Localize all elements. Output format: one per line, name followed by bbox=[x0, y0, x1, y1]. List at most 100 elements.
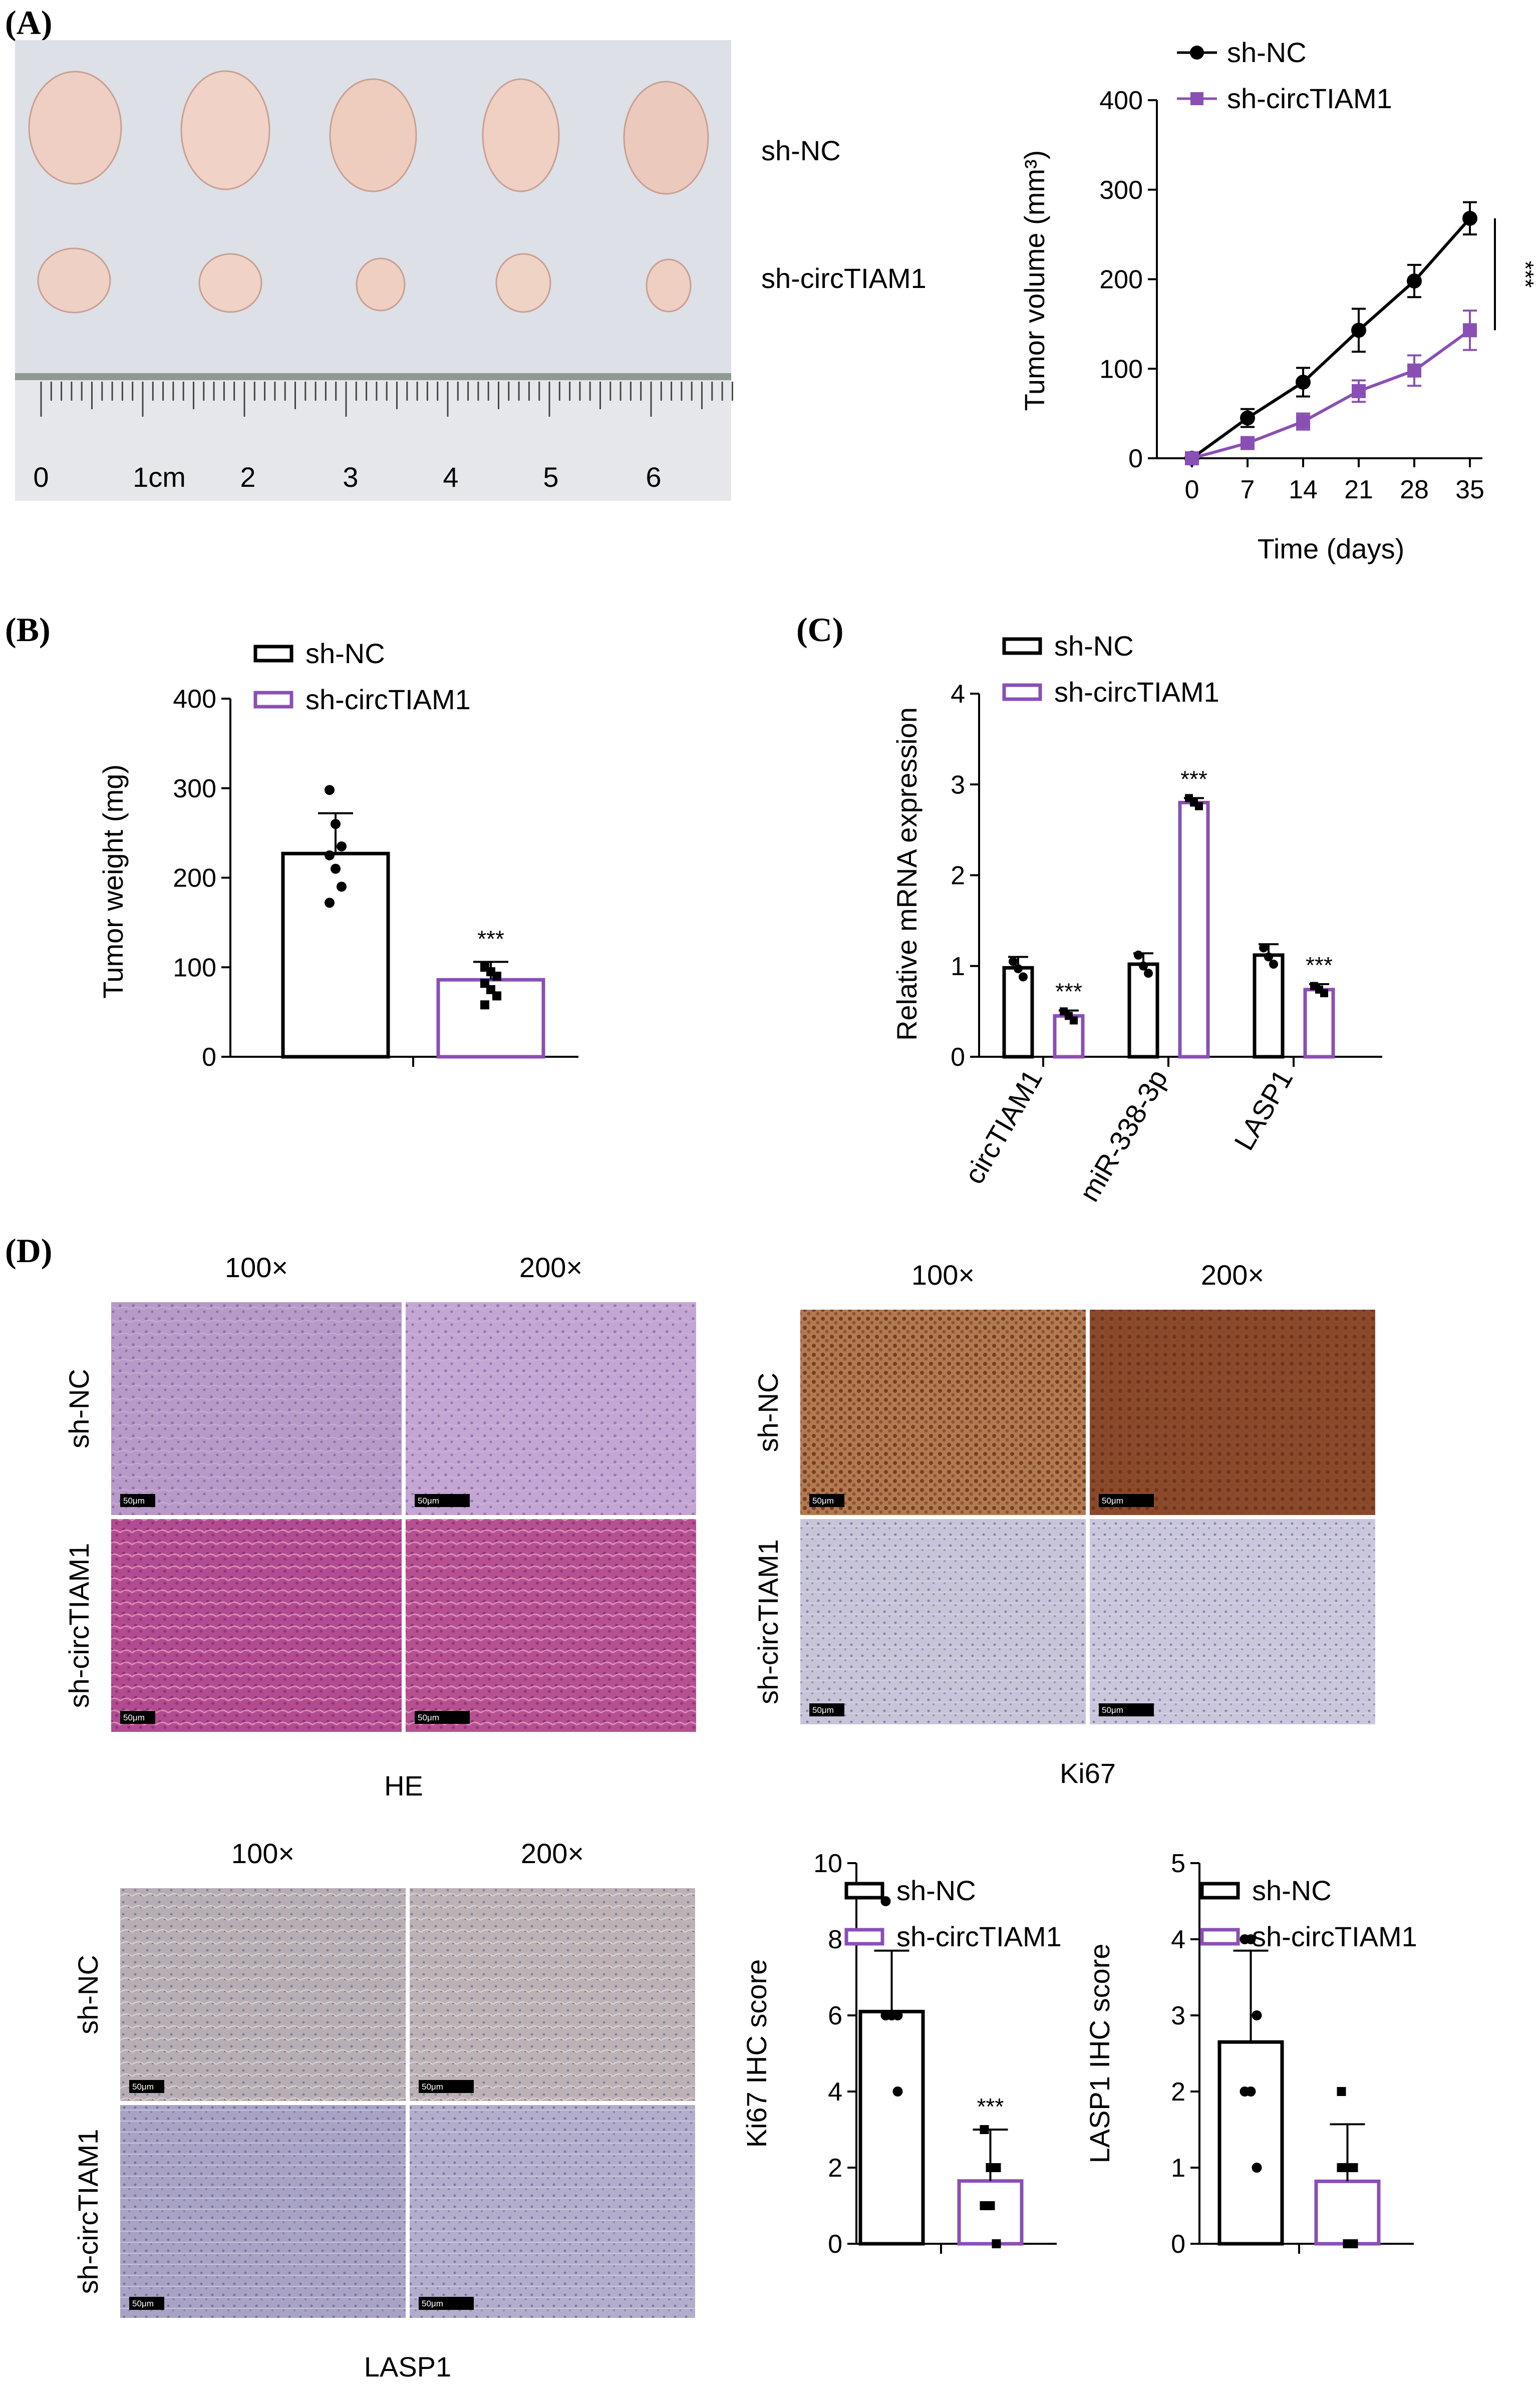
histology-caption: Ki67 bbox=[1060, 1757, 1116, 1789]
replicate-point bbox=[1337, 2163, 1346, 2172]
replicate-point bbox=[986, 2201, 995, 2210]
relative-mrna-chart: 0 1 2 3 4 Relative mRNA expression circTIAM1 **… bbox=[891, 630, 1382, 1207]
series-line-nc bbox=[1191, 217, 1471, 460]
legend-swatch bbox=[844, 1928, 884, 1946]
tumor-volume-chart: 0 100 200 300 400 Tumor volume (mm³) 0 7 14 21 28 3… bbox=[1019, 37, 1538, 564]
panel-label-c: (C) bbox=[796, 611, 843, 649]
tumor-nc bbox=[482, 78, 560, 192]
y-tick-label: 0 bbox=[202, 1043, 216, 1072]
legend-label: sh-NC bbox=[1252, 1875, 1332, 1906]
ruler-label: 3 bbox=[343, 461, 358, 493]
scale-bar bbox=[415, 1711, 470, 1724]
micrograph-texture bbox=[111, 1302, 402, 1515]
y-axis-label: Relative mRNA expression bbox=[891, 707, 922, 1041]
data-point bbox=[1352, 384, 1366, 398]
scale-bar bbox=[419, 2297, 474, 2310]
y-tick-label: 0 bbox=[1128, 444, 1143, 473]
panel-label-b: (B) bbox=[5, 611, 51, 649]
scale-bar bbox=[1099, 1703, 1154, 1716]
legend-swatch bbox=[844, 1882, 884, 1900]
significance-mark: *** bbox=[1055, 979, 1082, 1005]
scale-bar bbox=[419, 2080, 474, 2093]
data-point bbox=[1240, 410, 1255, 426]
magnification-label: 100× bbox=[231, 1838, 294, 1869]
ki67-histology-grid: 100× 200× sh-NC 50μm 50μm sh-circTIAM1 50μm 50μ… bbox=[752, 1259, 1375, 1789]
legend-label: sh-NC bbox=[896, 1875, 976, 1906]
y-tick-label: 3 bbox=[1171, 2001, 1185, 2030]
y-axis-label: Tumor weight (mg) bbox=[97, 764, 129, 999]
x-axis-label: Time (days) bbox=[1258, 533, 1405, 564]
tumor-circ bbox=[646, 258, 692, 313]
replicate-point bbox=[1252, 2010, 1262, 2020]
micrograph-texture bbox=[1090, 1310, 1375, 1515]
y-tick-label: 6 bbox=[828, 2001, 842, 2030]
micrograph-texture bbox=[800, 1519, 1086, 1724]
y-tick-label: 2 bbox=[1171, 2077, 1185, 2107]
y-axis-label: Ki67 IHC score bbox=[741, 1959, 772, 2148]
ki67-score-chart: 0 2 4 6 8 10 Ki67 IHC score *** sh-NC sh-circTIAM… bbox=[741, 1849, 1062, 2259]
scale-bar-label: 50μm bbox=[418, 1496, 439, 1506]
replicate-point bbox=[337, 881, 347, 892]
legend-label: sh-NC bbox=[1054, 630, 1134, 662]
significance-mark: *** bbox=[1512, 261, 1538, 288]
he-histology-grid: 100× 200× sh-NC 50μm 50μm sh-circTIAM1 50μm 50μ… bbox=[63, 1252, 696, 1802]
scale-bar-label: 50μm bbox=[418, 1713, 439, 1722]
legend-marker bbox=[1190, 92, 1203, 105]
tumor-circ bbox=[495, 253, 551, 313]
x-tick-label: 0 bbox=[1185, 475, 1199, 504]
micrograph-texture bbox=[111, 1519, 402, 1732]
x-tick-label: LASP1 bbox=[1228, 1064, 1299, 1155]
data-point bbox=[1351, 323, 1366, 338]
y-tick-label: 4 bbox=[1171, 1925, 1185, 1954]
photo-ruler bbox=[15, 373, 731, 501]
replicate-point bbox=[886, 2010, 897, 2020]
y-tick-label: 4 bbox=[951, 680, 965, 709]
x-tick-label: 21 bbox=[1344, 475, 1373, 504]
x-tick-label: 35 bbox=[1455, 475, 1484, 504]
legend-swatch bbox=[1002, 637, 1042, 655]
scale-bar-label: 50μm bbox=[1102, 1705, 1123, 1715]
bar-circ bbox=[1303, 988, 1335, 1059]
row-label: sh-circTIAM1 bbox=[752, 1539, 784, 1704]
row-label: sh-NC bbox=[72, 1955, 104, 2034]
data-point bbox=[1407, 273, 1422, 289]
y-tick-label: 0 bbox=[951, 1043, 965, 1072]
y-tick-label: 300 bbox=[173, 774, 216, 803]
row-label: sh-circTIAM1 bbox=[72, 2129, 104, 2294]
micrograph-texture bbox=[120, 1888, 406, 2101]
replicate-point bbox=[492, 991, 501, 1001]
y-tick-label: 0 bbox=[1171, 2230, 1185, 2259]
replicate-point bbox=[1014, 964, 1023, 974]
y-tick-label: 1 bbox=[1171, 2154, 1185, 2183]
micrograph-texture bbox=[120, 2105, 406, 2318]
legend-swatch bbox=[253, 691, 293, 709]
row-label: sh-NC bbox=[63, 1369, 95, 1448]
scale-bar-label: 50μm bbox=[1102, 1496, 1123, 1506]
legend-swatch bbox=[1200, 1928, 1240, 1946]
magnification-label: 100× bbox=[911, 1259, 975, 1291]
row-label: sh-NC bbox=[752, 1373, 784, 1452]
data-point bbox=[1407, 363, 1421, 378]
legend-swatch bbox=[1200, 1882, 1240, 1900]
scale-bar bbox=[809, 1494, 844, 1507]
data-point bbox=[1241, 436, 1255, 450]
y-tick-label: 100 bbox=[1099, 355, 1143, 384]
ruler-label: 1cm bbox=[133, 461, 186, 493]
bar-circ bbox=[1053, 1014, 1085, 1059]
y-tick-label: 200 bbox=[173, 864, 216, 893]
x-tick-label: circTIAM1 bbox=[958, 1064, 1049, 1189]
x-tick-label: miR-338-3p bbox=[1073, 1064, 1174, 1207]
y-tick-label: 100 bbox=[173, 953, 216, 982]
tumor-circ bbox=[37, 247, 111, 314]
y-tick-label: 8 bbox=[828, 1925, 842, 1954]
legend-label: sh-NC bbox=[305, 638, 385, 669]
replicate-point bbox=[325, 898, 335, 908]
replicate-point bbox=[331, 863, 341, 874]
ruler-edge bbox=[15, 373, 731, 380]
replicate-point bbox=[1252, 2163, 1262, 2173]
legend-label: sh-NC bbox=[1227, 37, 1307, 68]
replicate-point bbox=[992, 2239, 1001, 2248]
data-point bbox=[1462, 210, 1477, 226]
ruler-label: 0 bbox=[33, 461, 49, 493]
